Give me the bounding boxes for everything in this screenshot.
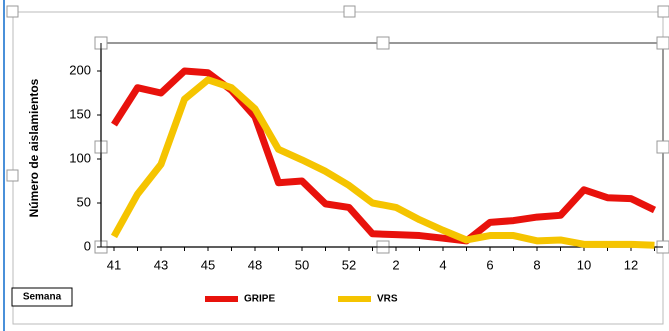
x-axis-title: Semana xyxy=(23,292,62,303)
x-tick-label: 45 xyxy=(201,257,215,272)
x-tick-label: 8 xyxy=(533,257,540,272)
y-tick-label: 100 xyxy=(69,150,91,165)
x-tick-label: 52 xyxy=(342,257,356,272)
y-tick-label: 0 xyxy=(84,238,91,253)
x-tick-label: 43 xyxy=(154,257,168,272)
x-tick-label: 50 xyxy=(295,257,309,272)
x-tick-label: 4 xyxy=(439,257,446,272)
y-tick-label: 200 xyxy=(69,62,91,77)
series-line xyxy=(111,67,657,245)
y-tick-label: 150 xyxy=(69,106,91,121)
legend-label: VRS xyxy=(377,294,398,305)
legend-label: GRIPE xyxy=(244,294,275,305)
x-tick-label: 10 xyxy=(577,257,591,272)
y-tick-label: 50 xyxy=(77,194,91,209)
x-tick-label: 6 xyxy=(486,257,493,272)
x-axis-title-box xyxy=(11,287,73,307)
x-tick-label: 48 xyxy=(248,257,262,272)
x-tick-label: 2 xyxy=(392,257,399,272)
y-axis-title: Número de aislamientos xyxy=(27,78,41,217)
x-tick-label: 12 xyxy=(624,257,638,272)
x-tick-label: 41 xyxy=(107,257,121,272)
series-line xyxy=(110,76,655,249)
